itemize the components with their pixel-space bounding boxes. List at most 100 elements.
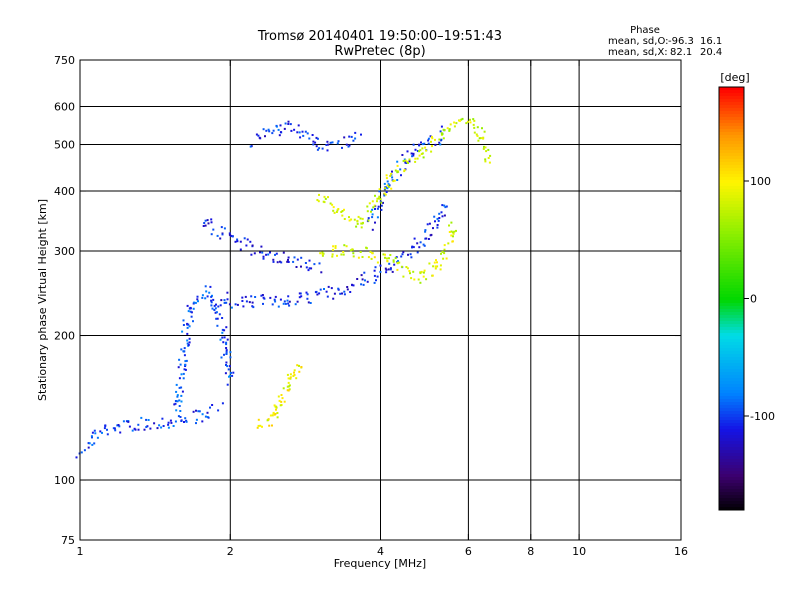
- data-point: [256, 426, 259, 429]
- data-point: [266, 419, 269, 422]
- stats-x-label: mean, sd,X:: [608, 47, 668, 58]
- colorbar-strip: [719, 318, 744, 322]
- data-point: [352, 139, 355, 142]
- data-point: [272, 258, 275, 261]
- data-point: [306, 132, 309, 135]
- colorbar-strip: [719, 414, 744, 418]
- colorbar-strip: [719, 123, 744, 127]
- colorbar-strip: [719, 354, 744, 358]
- colorbar-strip: [719, 225, 744, 229]
- data-point: [252, 306, 255, 309]
- data-point: [265, 253, 268, 256]
- data-point: [287, 389, 290, 392]
- data-point: [217, 409, 220, 412]
- data-point: [434, 220, 436, 223]
- data-point: [346, 286, 349, 288]
- data-point: [385, 177, 388, 180]
- colorbar-strip: [719, 408, 744, 412]
- data-point: [295, 377, 298, 380]
- colorbar-strip: [719, 369, 744, 373]
- data-point: [313, 263, 316, 266]
- data-point: [388, 257, 390, 260]
- data-point: [287, 261, 290, 263]
- data-point: [427, 139, 430, 142]
- data-point: [88, 442, 91, 445]
- data-point: [219, 304, 222, 307]
- data-point: [229, 356, 232, 359]
- data-point: [230, 235, 233, 237]
- data-point: [326, 149, 329, 152]
- data-point: [473, 126, 476, 129]
- data-point: [251, 301, 254, 304]
- data-point: [75, 456, 78, 459]
- data-point: [419, 149, 422, 152]
- y-tick-label: 500: [54, 139, 75, 152]
- data-point: [186, 322, 189, 325]
- data-point: [277, 128, 280, 131]
- data-point: [261, 251, 264, 254]
- data-point: [216, 317, 219, 320]
- data-point: [295, 266, 298, 268]
- data-point: [187, 343, 190, 346]
- data-point: [101, 431, 103, 434]
- x-tick-label: 1: [77, 545, 84, 558]
- colorbar-strip: [719, 468, 744, 472]
- data-point: [391, 176, 394, 179]
- data-point: [201, 294, 204, 297]
- colorbar-strip: [719, 135, 744, 139]
- data-point: [221, 331, 224, 334]
- y-axis: 75 100 200 300 400 500 600 750: [54, 54, 681, 547]
- colorbar-strip: [719, 492, 744, 496]
- data-point: [257, 418, 260, 421]
- data-point: [274, 253, 276, 256]
- data-point: [400, 255, 403, 258]
- data-point: [404, 159, 407, 162]
- data-point: [215, 311, 218, 314]
- data-point: [176, 400, 179, 403]
- colorbar-strip: [719, 147, 744, 151]
- data-point: [262, 296, 265, 299]
- data-point: [423, 269, 426, 272]
- data-point: [380, 204, 383, 207]
- colorbar-strip: [719, 345, 744, 349]
- data-point: [315, 136, 318, 139]
- data-point: [284, 302, 287, 305]
- data-point: [422, 271, 425, 274]
- data-point: [314, 141, 317, 144]
- data-point: [234, 240, 237, 243]
- data-point: [473, 119, 476, 122]
- data-point: [283, 127, 286, 130]
- colorbar-strip: [719, 450, 744, 454]
- data-point: [195, 422, 197, 425]
- data-point: [397, 260, 399, 263]
- data-point: [195, 409, 197, 412]
- data-point: [331, 141, 334, 144]
- data-point: [393, 263, 396, 266]
- data-point: [192, 307, 195, 310]
- data-point: [335, 211, 338, 213]
- colorbar-strip: [719, 237, 744, 241]
- data-point: [114, 429, 117, 432]
- data-point: [332, 209, 335, 212]
- data-point: [223, 336, 226, 339]
- data-point: [225, 341, 228, 344]
- data-point: [296, 131, 299, 134]
- data-point: [283, 300, 286, 303]
- colorbar-strip: [719, 330, 744, 334]
- stats-o-sd: 16.1: [700, 36, 722, 47]
- data-point: [221, 233, 224, 236]
- data-point: [243, 237, 246, 240]
- data-point: [304, 262, 307, 264]
- colorbar-strip: [719, 165, 744, 169]
- data-point: [213, 309, 216, 311]
- colorbar-strip: [719, 189, 744, 193]
- data-point: [325, 144, 328, 146]
- data-point: [410, 152, 413, 155]
- data-point: [316, 148, 319, 151]
- data-point: [312, 143, 315, 146]
- data-point: [206, 411, 209, 414]
- data-point: [210, 304, 213, 307]
- data-point: [210, 301, 213, 304]
- data-point: [362, 221, 364, 224]
- colorbar-strip: [719, 198, 744, 202]
